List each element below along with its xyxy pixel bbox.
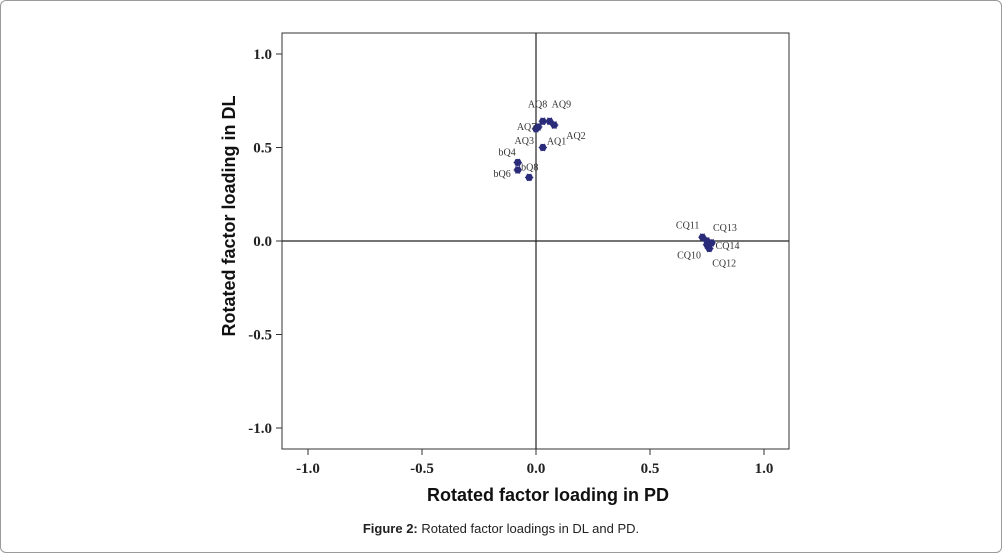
point-label: CQ14	[716, 241, 740, 252]
y-tick-label: -0.5	[248, 328, 272, 344]
data-point	[513, 158, 522, 167]
data-point	[707, 238, 716, 247]
y-tick-label: 0.0	[253, 234, 272, 250]
data-point	[524, 173, 534, 182]
x-tick-label: 0.5	[641, 461, 660, 477]
caption-label: Figure 2:	[362, 521, 418, 536]
x-tick-label: 1.0	[755, 461, 774, 477]
point-label: AQ8	[528, 99, 547, 110]
y-axis-ticks: 1.0 0.5 0.0 -0.5 -1.0	[248, 47, 282, 437]
point-label: AQ1	[547, 137, 566, 148]
point-label: AQ9	[552, 99, 571, 110]
data-points: AQ1 AQ2 AQ3 AQ7 AQ8 AQ9 bQ4 bQ6 bQ8 CQ10 CQ11 CQ12 C…	[494, 99, 740, 269]
point-label: bQ8	[521, 162, 538, 173]
y-tick-label: -1.0	[248, 421, 272, 437]
point-label: CQ10	[677, 251, 701, 262]
figure-caption: Figure 2: Rotated factor loadings in DL …	[0, 521, 1002, 536]
x-tick-label: -1.0	[296, 461, 320, 477]
data-point	[538, 143, 548, 152]
point-label: AQ3	[515, 136, 534, 147]
point-label: CQ13	[713, 223, 737, 234]
x-tick-label: 0.0	[527, 461, 546, 477]
y-tick-label: 0.5	[253, 141, 272, 157]
point-label: bQ4	[499, 147, 516, 158]
data-point	[538, 117, 548, 126]
x-axis-ticks: -1.0 -0.5 0.0 0.5 1.0	[296, 449, 773, 477]
point-label: AQ2	[566, 131, 585, 142]
caption-text: Rotated factor loadings in DL and PD.	[417, 521, 640, 536]
data-point	[513, 166, 522, 174]
y-tick-label: 1.0	[253, 47, 272, 63]
point-label: bQ6	[494, 169, 511, 180]
data-point	[545, 117, 554, 126]
point-label: CQ12	[712, 258, 736, 269]
y-axis-label: Rotated factor loading in DL	[219, 95, 239, 336]
data-point	[534, 123, 543, 131]
point-label: CQ11	[676, 220, 700, 231]
point-label: AQ7	[517, 122, 536, 133]
x-tick-label: -0.5	[410, 461, 434, 477]
x-axis-label: Rotated factor loading in PD	[427, 485, 669, 505]
